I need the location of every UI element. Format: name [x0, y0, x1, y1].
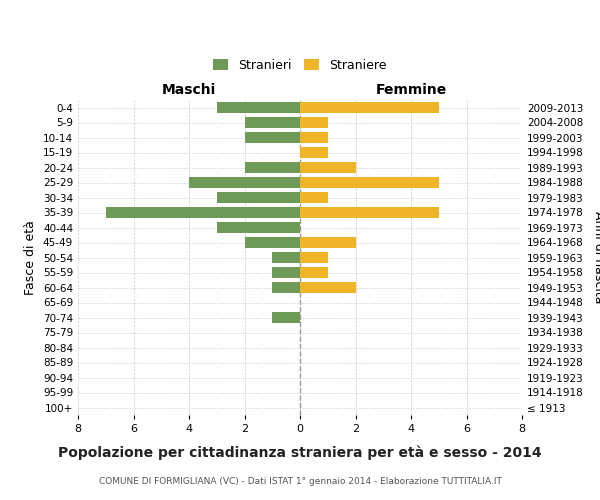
- Bar: [300, 192, 328, 203]
- Bar: [245, 132, 300, 143]
- Bar: [300, 237, 355, 248]
- Text: Femmine: Femmine: [376, 83, 446, 97]
- Bar: [300, 207, 439, 218]
- Bar: [300, 162, 355, 173]
- Legend: Stranieri, Straniere: Stranieri, Straniere: [213, 59, 387, 72]
- Y-axis label: Anni di nascita: Anni di nascita: [592, 211, 600, 304]
- Bar: [272, 312, 300, 323]
- Bar: [106, 207, 300, 218]
- Bar: [217, 192, 300, 203]
- Y-axis label: Fasce di età: Fasce di età: [25, 220, 37, 295]
- Bar: [245, 237, 300, 248]
- Bar: [300, 147, 328, 158]
- Bar: [245, 162, 300, 173]
- Bar: [272, 267, 300, 278]
- Bar: [300, 102, 439, 113]
- Text: Popolazione per cittadinanza straniera per età e sesso - 2014: Popolazione per cittadinanza straniera p…: [58, 445, 542, 460]
- Bar: [300, 132, 328, 143]
- Bar: [272, 282, 300, 293]
- Bar: [245, 117, 300, 128]
- Bar: [189, 177, 300, 188]
- Bar: [300, 252, 328, 263]
- Bar: [300, 282, 355, 293]
- Bar: [300, 177, 439, 188]
- Bar: [300, 117, 328, 128]
- Bar: [217, 102, 300, 113]
- Text: COMUNE DI FORMIGLIANA (VC) - Dati ISTAT 1° gennaio 2014 - Elaborazione TUTTITALI: COMUNE DI FORMIGLIANA (VC) - Dati ISTAT …: [98, 476, 502, 486]
- Bar: [217, 222, 300, 233]
- Bar: [272, 252, 300, 263]
- Bar: [300, 267, 328, 278]
- Text: Maschi: Maschi: [162, 83, 216, 97]
